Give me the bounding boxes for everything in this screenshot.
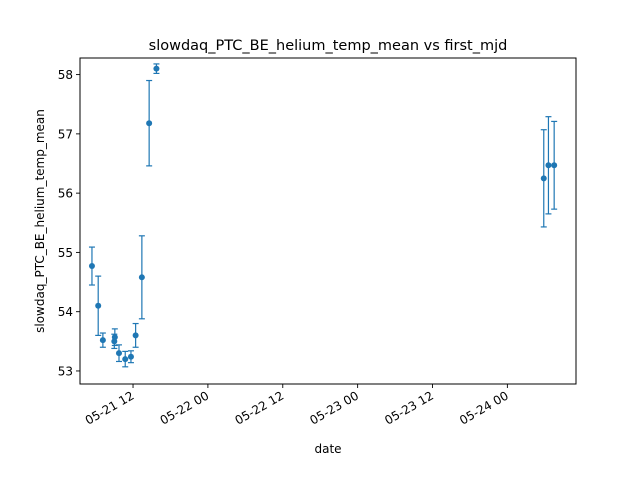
data-point [146, 79, 153, 167]
point-marker [111, 334, 118, 341]
point-marker [122, 356, 129, 363]
point-marker [146, 120, 153, 127]
y-tick-label: 53 [58, 364, 73, 378]
point-marker [95, 302, 102, 309]
point-marker [127, 353, 134, 360]
x-axis-label: date [314, 442, 341, 456]
point-marker [545, 162, 552, 169]
data-point [99, 332, 106, 348]
data-point [122, 350, 129, 368]
y-tick-label: 58 [58, 68, 73, 82]
y-tick-label: 54 [58, 305, 73, 319]
axes-frame [79, 57, 577, 385]
data-point [132, 322, 139, 348]
point-marker [115, 350, 122, 357]
data-series [88, 63, 558, 368]
data-point [153, 63, 160, 75]
data-point [545, 116, 552, 215]
data-point [111, 328, 118, 347]
y-tick-label: 57 [58, 127, 73, 141]
point-marker [132, 332, 139, 339]
data-point [551, 120, 558, 210]
point-marker [540, 175, 547, 182]
y-axis-label: slowdaq_PTC_BE_helium_temp_mean [33, 109, 47, 333]
data-point [540, 129, 547, 228]
y-tick-label: 56 [58, 187, 73, 201]
data-point [127, 350, 134, 364]
data-point [115, 344, 122, 363]
point-marker [99, 337, 106, 344]
point-marker [153, 65, 160, 72]
point-marker [551, 162, 558, 169]
y-tick-label: 55 [58, 246, 73, 260]
point-marker [138, 274, 145, 281]
data-point [138, 235, 145, 320]
y-ticks: 53 54 55 56 57 58 [58, 68, 80, 378]
data-point [95, 275, 102, 336]
data-point [88, 246, 95, 286]
point-marker [88, 263, 95, 270]
chart-title: slowdaq_PTC_BE_helium_temp_mean vs first… [149, 38, 508, 54]
